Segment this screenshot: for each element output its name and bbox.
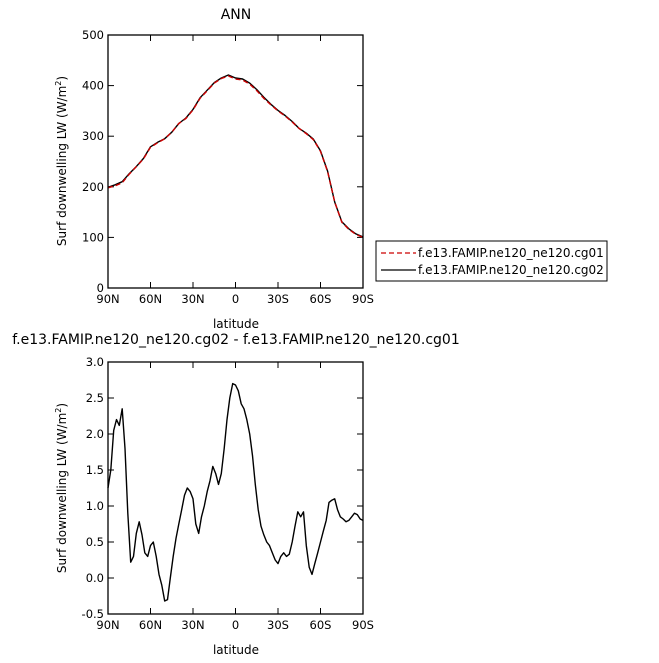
bottom-ticks: -0.5 0.0 0.5 1.0 1.5 2.0 2.5 3.0 90N 60N 30N 0 30S 60… bbox=[82, 355, 374, 632]
top-x-tick-label: 60S bbox=[310, 292, 332, 306]
bottom-x-tick-label: 30S bbox=[267, 618, 289, 632]
bottom-x-axis-label: latitude bbox=[213, 643, 259, 657]
top-x-axis-label: latitude bbox=[213, 317, 259, 331]
bottom-y-tick-label: 1.5 bbox=[86, 463, 104, 477]
bottom-x-tick-label: 60N bbox=[139, 618, 162, 632]
top-title: ANN bbox=[221, 7, 252, 23]
top-x-tick-label: 0 bbox=[232, 292, 239, 306]
legend-label-cg02: f.e13.FAMIP.ne120_ne120.cg02 bbox=[418, 263, 604, 277]
legend-label-cg01: f.e13.FAMIP.ne120_ne120.cg01 bbox=[418, 246, 604, 260]
top-x-tick-label: 30S bbox=[267, 292, 289, 306]
top-ticks: 0 100 200 300 400 500 90N 60N 30N 0 30S 60S 90S bbox=[82, 28, 374, 306]
bottom-plot-frame bbox=[107, 361, 364, 615]
bottom-y-tick-label: 0.0 bbox=[86, 571, 104, 585]
legend-box bbox=[375, 240, 608, 282]
bottom-series bbox=[107, 382, 364, 602]
bottom-x-tick-label: 90N bbox=[96, 618, 119, 632]
bottom-x-tick-label: 60S bbox=[310, 618, 332, 632]
bottom-y-tick-label: 0.5 bbox=[86, 535, 104, 549]
bottom-title: f.e13.FAMIP.ne120_ne120.cg02 - f.e13.FAM… bbox=[12, 332, 460, 348]
bottom-x-tick-label: 90S bbox=[352, 618, 374, 632]
top-y-tick-label: 100 bbox=[82, 230, 104, 244]
bottom-y-tick-label: 3.0 bbox=[86, 355, 104, 369]
top-series-line-1 bbox=[107, 74, 364, 238]
bottom-panel: f.e13.FAMIP.ne120_ne120.cg02 - f.e13.FAM… bbox=[12, 332, 460, 657]
bottom-y-tick-label: -0.5 bbox=[82, 607, 104, 621]
bottom-x-tick-label: 0 bbox=[232, 618, 239, 632]
legend: f.e13.FAMIP.ne120_ne120.cg01 f.e13.FAMIP… bbox=[375, 240, 608, 282]
top-plot-frame bbox=[107, 34, 364, 289]
top-series-line-0 bbox=[107, 75, 364, 239]
bottom-y-tick-label: 2.0 bbox=[86, 427, 104, 441]
top-y-tick-label: 0 bbox=[97, 281, 104, 295]
bottom-series-line-0 bbox=[107, 382, 364, 602]
bottom-y-tick-label: 2.5 bbox=[86, 391, 104, 405]
bottom-y-tick-label: 1.0 bbox=[86, 499, 104, 513]
top-x-tick-label: 90S bbox=[352, 292, 374, 306]
bottom-y-axis-label: Surf downwelling LW (W/m2) bbox=[54, 403, 69, 573]
top-x-tick-label: 90N bbox=[96, 292, 119, 306]
top-y-axis-label: Surf downwelling LW (W/m2) bbox=[54, 76, 69, 246]
top-y-tick-label: 500 bbox=[82, 28, 104, 42]
top-y-tick-label: 300 bbox=[82, 129, 104, 143]
top-x-tick-label: 60N bbox=[139, 292, 162, 306]
bottom-x-tick-label: 30N bbox=[181, 618, 204, 632]
top-y-tick-label: 200 bbox=[82, 180, 104, 194]
top-series bbox=[107, 74, 364, 239]
top-x-tick-label: 30N bbox=[181, 292, 204, 306]
top-y-tick-label: 400 bbox=[82, 79, 104, 93]
